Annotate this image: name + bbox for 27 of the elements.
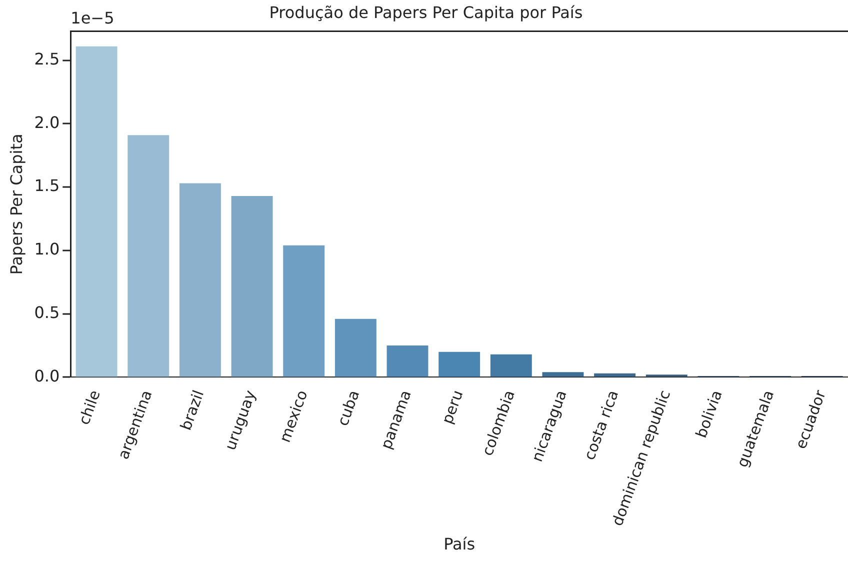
x-tick-label: costa rica	[580, 388, 622, 462]
text: 1e−5	[70, 8, 114, 28]
y-tick-label: 2.5	[34, 50, 60, 69]
chart-title: Produção de Papers Per Capita por País	[269, 2, 583, 22]
bar	[128, 135, 170, 377]
bar	[490, 354, 532, 377]
bar	[542, 372, 584, 377]
y-tick-label: 1.5	[34, 176, 60, 196]
bar	[386, 346, 428, 377]
y-tick-label: 1.0	[34, 240, 60, 259]
bar	[438, 352, 480, 377]
x-axis-title: País	[444, 534, 476, 554]
x-tick-label: cuba	[334, 388, 364, 428]
y-tick-label: 0.0	[34, 366, 60, 386]
x-tick-label: mexico	[276, 388, 312, 445]
bar	[334, 318, 376, 377]
x-tick-label: chile	[74, 388, 104, 428]
bar	[179, 183, 221, 377]
x-tick-label: peru	[438, 388, 467, 426]
x-tick-label: brazil	[176, 388, 208, 433]
bar	[594, 373, 636, 377]
y-axis-title: Papers Per Capita	[6, 134, 26, 275]
bar	[283, 245, 325, 377]
y-tick-label: 2.0	[34, 112, 60, 132]
bar	[76, 46, 118, 377]
bar	[231, 196, 273, 377]
y-tick-label: 0.5	[34, 302, 60, 322]
